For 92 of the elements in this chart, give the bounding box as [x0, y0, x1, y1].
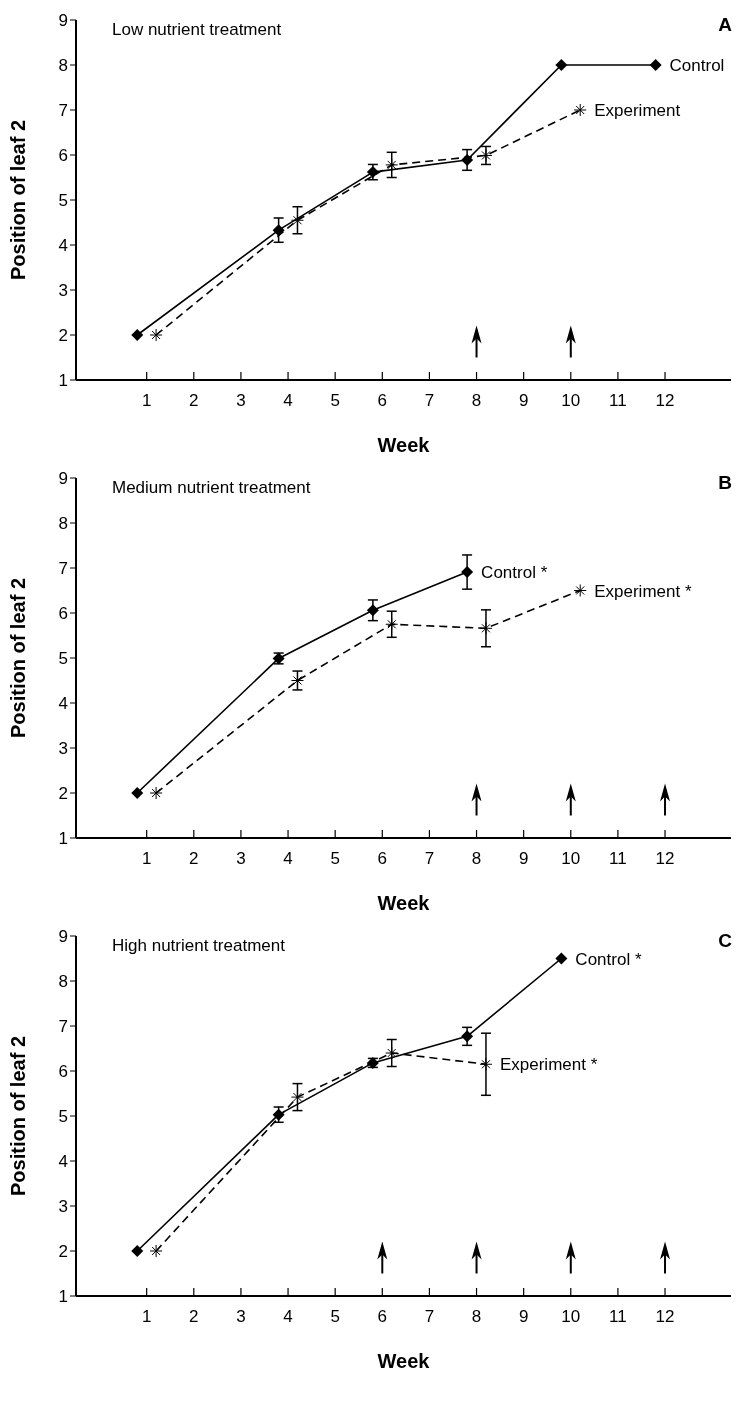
x-tick-label: 1 — [141, 391, 152, 410]
y-tick-label: 2 — [58, 326, 68, 346]
x-tick-label: 12 — [655, 1307, 675, 1326]
point — [131, 1245, 144, 1257]
point — [461, 1030, 474, 1043]
y-tick-label: 8 — [58, 972, 68, 992]
y-tick-label: 5 — [58, 1107, 68, 1127]
x-tick-label: 6 — [377, 1307, 388, 1326]
annotation: C — [718, 930, 732, 952]
x-tick-label: 8 — [471, 1307, 482, 1326]
y-tick-label: 4 — [58, 236, 68, 256]
x-tick-label: 5 — [330, 849, 340, 868]
x-tick-label: 5 — [330, 391, 340, 410]
x-tick-label: 1 — [141, 1307, 152, 1326]
x-tick-label: 7 — [424, 1307, 435, 1326]
x-tick-label: 12 — [655, 849, 675, 868]
x-axis-title: Week — [377, 434, 431, 456]
y-tick-label: 9 — [58, 927, 68, 947]
x-tick-label: 4 — [283, 1307, 293, 1326]
y-tick-label: 7 — [58, 1017, 68, 1037]
x-tick-label: 9 — [518, 1307, 529, 1326]
y-tick-label: 6 — [58, 604, 68, 624]
y-tick-label: 4 — [58, 1152, 68, 1172]
chart-title: High nutrient treatment — [112, 936, 285, 956]
point — [131, 787, 144, 799]
chart-title: Medium nutrient treatment — [112, 478, 311, 498]
x-tick-label: 11 — [609, 1307, 627, 1326]
x-tick-label: 9 — [518, 391, 529, 410]
y-tick-label: 7 — [58, 101, 68, 121]
x-tick-label: 5 — [330, 1307, 340, 1326]
y-tick-label: 2 — [58, 1242, 68, 1262]
x-tick-label: 11 — [609, 849, 627, 868]
chart-title: Low nutrient treatment — [112, 20, 282, 40]
x-tick-label: 3 — [236, 849, 246, 868]
x-tick-label: 7 — [424, 391, 435, 410]
y-tick-label: 3 — [58, 739, 68, 759]
y-tick-label: 4 — [58, 694, 68, 714]
x-tick-label: 10 — [561, 391, 581, 410]
point — [461, 566, 474, 579]
x-tick-label: 2 — [189, 849, 199, 868]
y-tick-label: 9 — [58, 11, 68, 31]
x-tick-label: 4 — [283, 849, 293, 868]
y-tick-label: 1 — [58, 371, 68, 391]
series-label: Control * — [575, 949, 642, 969]
x-tick-label: 1 — [141, 849, 152, 868]
x-tick-label: 9 — [518, 849, 529, 868]
y-tick-label: 8 — [58, 514, 68, 534]
y-tick-label: 9 — [58, 469, 68, 489]
y-tick-label: 3 — [58, 1197, 68, 1217]
y-tick-label: 1 — [58, 1287, 68, 1307]
y-axis-title: Position of leaf 2 — [7, 119, 30, 281]
x-tick-label: 4 — [283, 391, 293, 410]
x-tick-label: 2 — [189, 1307, 199, 1326]
y-tick-label: 8 — [58, 56, 68, 76]
x-tick-label: 6 — [377, 849, 388, 868]
series-label: Experiment * — [499, 1055, 598, 1075]
x-tick-label: 6 — [377, 391, 388, 410]
point — [272, 224, 285, 237]
x-axis-title: Week — [377, 892, 431, 914]
x-tick-label: 8 — [471, 849, 482, 868]
series-label: Experiment * — [594, 581, 692, 601]
x-tick-label: 7 — [424, 849, 435, 868]
point — [555, 952, 568, 965]
x-tick-label: 8 — [471, 391, 482, 410]
y-axis-title: Position of leaf 2 — [7, 577, 30, 739]
series-label: Control * — [481, 563, 548, 583]
point — [649, 59, 662, 71]
point — [555, 59, 568, 71]
x-axis-title: Week — [377, 1350, 431, 1372]
point — [366, 604, 379, 617]
x-tick-label: 10 — [561, 849, 581, 868]
y-tick-label: 2 — [58, 784, 68, 804]
y-tick-label: 5 — [58, 191, 68, 211]
annotation: A — [718, 14, 732, 36]
annotation: B — [718, 472, 732, 494]
x-tick-label: 11 — [609, 391, 627, 410]
y-tick-label: 6 — [58, 146, 68, 166]
y-axis-title: Position of leaf 2 — [7, 1035, 30, 1197]
y-tick-label: 5 — [58, 649, 68, 669]
y-tick-label: 3 — [58, 281, 68, 301]
y-tick-label: 7 — [58, 559, 68, 579]
point — [461, 153, 474, 166]
x-tick-label: 12 — [655, 391, 675, 410]
point — [131, 329, 144, 341]
x-tick-label: 2 — [189, 391, 199, 410]
y-tick-label: 6 — [58, 1062, 68, 1082]
x-tick-label: 3 — [236, 391, 246, 410]
x-tick-label: 10 — [561, 1307, 581, 1326]
x-tick-label: 3 — [236, 1307, 246, 1326]
series-label: Control — [669, 56, 725, 75]
series-label: Experiment — [594, 101, 681, 120]
y-tick-label: 1 — [58, 829, 68, 849]
